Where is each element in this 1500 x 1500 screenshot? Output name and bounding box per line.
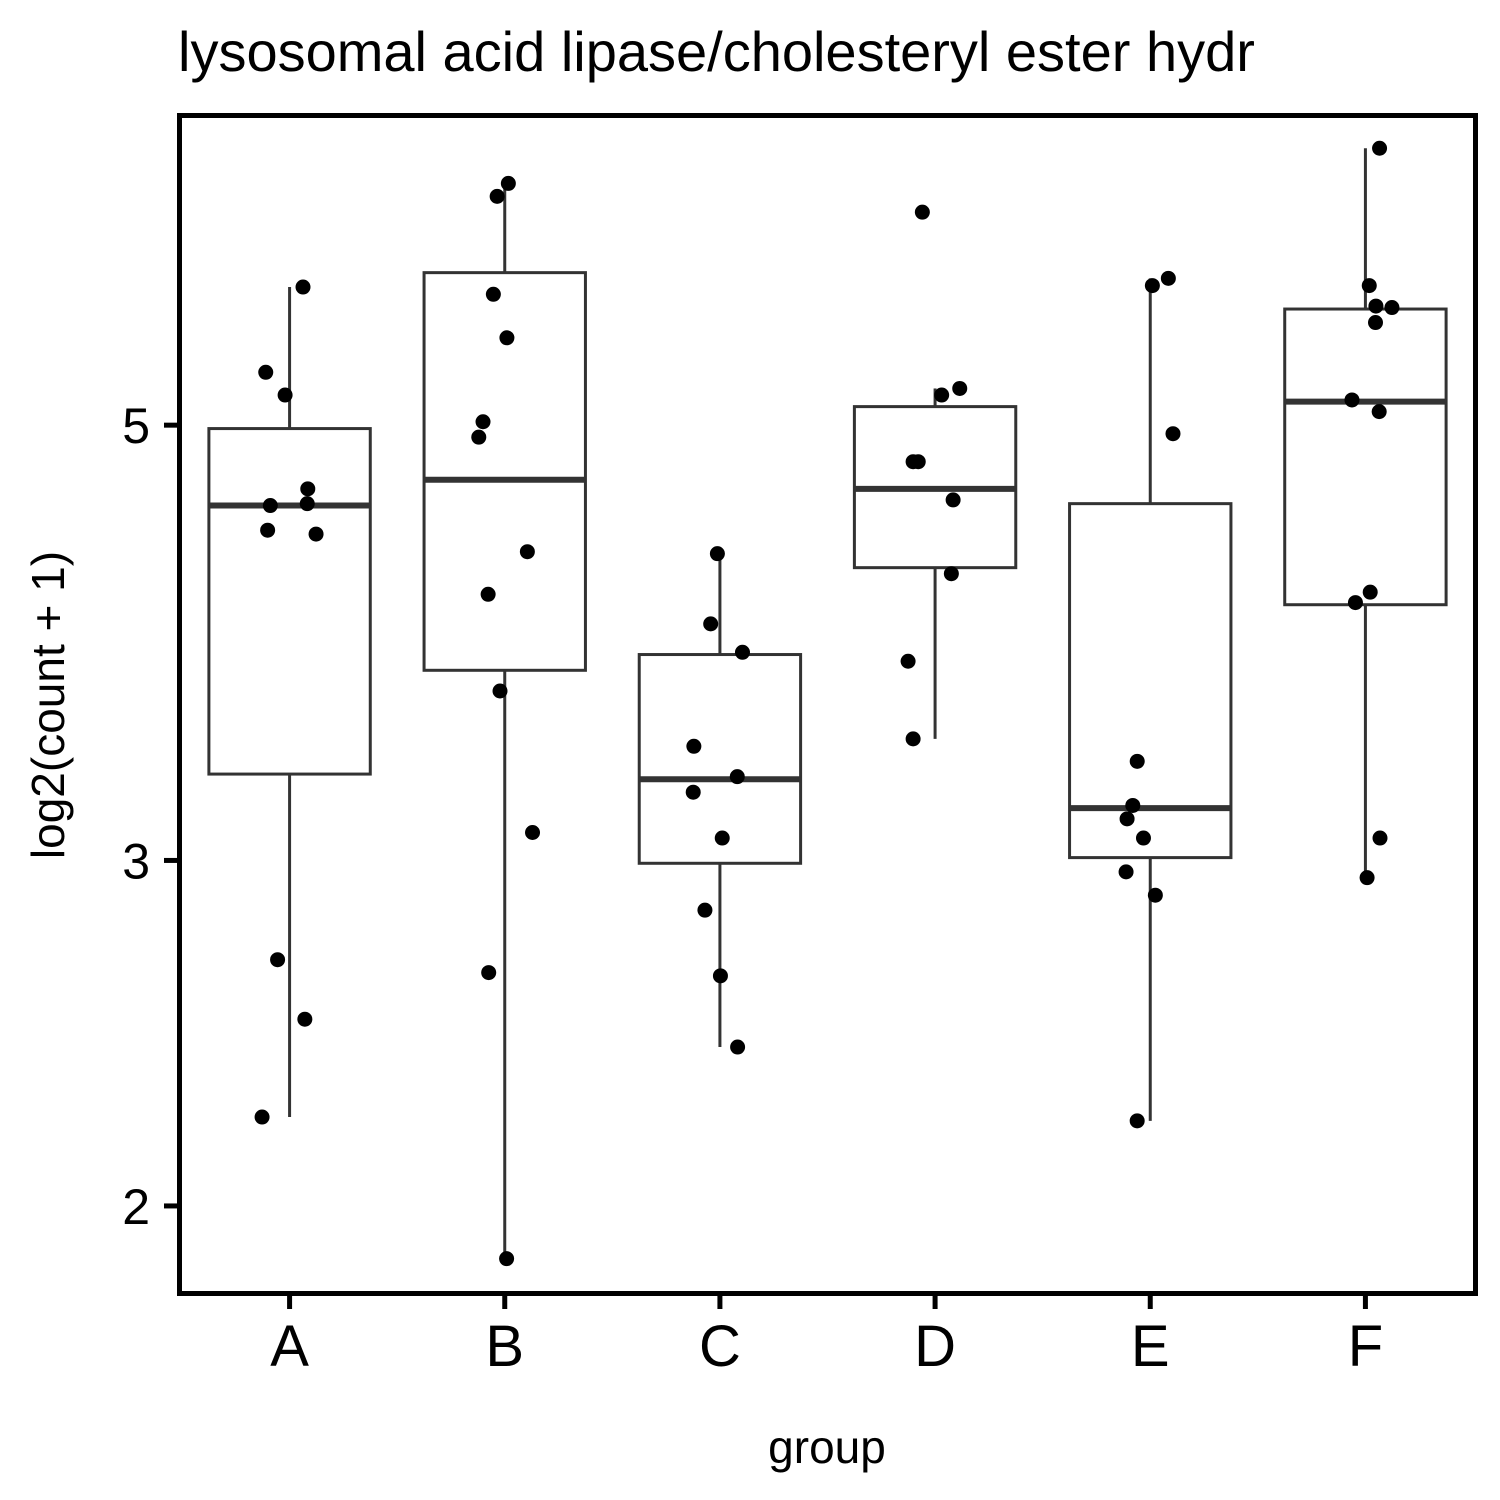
boxes-layer — [207, 148, 1448, 1259]
data-point-d — [943, 566, 959, 582]
box-group-f — [1283, 148, 1448, 878]
iqr-box — [637, 653, 803, 865]
data-point-d — [934, 387, 950, 403]
box-group-e — [1068, 278, 1233, 1121]
x-tick-label: D — [914, 1314, 956, 1379]
data-point-a — [262, 498, 278, 514]
data-point-f — [1372, 140, 1388, 156]
data-point-c — [697, 902, 713, 918]
data-point-f — [1368, 315, 1384, 331]
iqr-box — [1068, 502, 1233, 860]
data-point-c — [703, 616, 719, 632]
data-point-b — [500, 175, 516, 191]
data-point-e — [1135, 830, 1151, 846]
data-point-e — [1165, 426, 1181, 442]
x-tick-label: C — [699, 1314, 741, 1379]
data-point-f — [1384, 300, 1400, 316]
data-point-b — [499, 1251, 515, 1267]
data-point-a — [277, 387, 293, 403]
data-point-f — [1359, 870, 1375, 886]
data-point-c — [686, 738, 702, 754]
y-tick-label: 2 — [122, 1179, 150, 1235]
data-point-c — [729, 769, 745, 785]
data-point-e — [1118, 864, 1134, 880]
y-axis-title: log2(count + 1) — [22, 551, 74, 859]
y-tick-label: 5 — [122, 398, 150, 454]
data-point-c — [734, 644, 750, 660]
box-group-d — [852, 388, 1018, 739]
data-point-b — [471, 429, 487, 445]
data-point-e — [1119, 811, 1135, 827]
data-point-e — [1129, 1113, 1145, 1129]
data-point-a — [308, 526, 324, 542]
data-point-b — [485, 286, 501, 302]
x-axis-title: group — [768, 1421, 886, 1473]
data-point-a — [297, 1011, 313, 1027]
y-tick-label: 3 — [122, 833, 150, 889]
x-axis: A B C D E F — [270, 1294, 1383, 1379]
data-point-a — [300, 481, 316, 497]
data-point-a — [254, 1109, 270, 1125]
data-point-a — [258, 364, 274, 380]
x-tick-label: E — [1131, 1314, 1170, 1379]
data-point-b — [480, 586, 496, 602]
data-point-e — [1125, 797, 1141, 813]
data-point-d — [900, 653, 916, 669]
data-point-d — [952, 380, 968, 396]
data-point-f — [1347, 595, 1363, 611]
x-tick-label: A — [270, 1314, 309, 1379]
data-point-c — [712, 968, 728, 984]
data-point-c — [714, 830, 730, 846]
data-point-f — [1362, 584, 1378, 600]
data-point-a — [260, 522, 276, 538]
data-point-f — [1368, 298, 1384, 314]
data-point-a — [299, 496, 315, 512]
data-point-b — [489, 188, 505, 204]
data-point-b — [499, 330, 515, 346]
data-point-c — [685, 784, 701, 800]
x-tick-label: F — [1348, 1314, 1383, 1379]
data-point-f — [1344, 392, 1360, 408]
data-point-f — [1372, 830, 1388, 846]
data-point-b — [475, 414, 491, 430]
data-point-d — [905, 731, 921, 747]
data-point-e — [1160, 270, 1176, 286]
box-group-a — [207, 287, 372, 1118]
box-group-b — [422, 186, 587, 1259]
box-group-c — [637, 553, 803, 1048]
data-point-d — [914, 204, 930, 220]
points-layer — [254, 140, 1400, 1267]
data-point-c — [709, 546, 725, 562]
data-point-f — [1371, 404, 1387, 420]
data-point-e — [1144, 278, 1160, 294]
data-point-c — [730, 1039, 746, 1055]
data-point-e — [1129, 753, 1145, 769]
iqr-box — [1283, 307, 1448, 607]
data-point-a — [295, 279, 311, 295]
data-point-e — [1147, 887, 1163, 903]
data-point-a — [270, 952, 286, 968]
data-point-b — [519, 544, 535, 560]
data-point-d — [910, 454, 926, 470]
x-tick-label: B — [485, 1314, 524, 1379]
chart-title: lysosomal acid lipase/cholesteryl ester … — [178, 20, 1255, 83]
data-point-b — [525, 824, 541, 840]
data-point-f — [1361, 278, 1377, 294]
data-point-b — [481, 965, 497, 981]
plot-panel-border — [177, 113, 1478, 1296]
data-point-b — [492, 683, 508, 699]
iqr-box — [207, 427, 372, 776]
y-axis: 2 3 5 — [122, 398, 179, 1235]
data-point-d — [945, 492, 961, 508]
